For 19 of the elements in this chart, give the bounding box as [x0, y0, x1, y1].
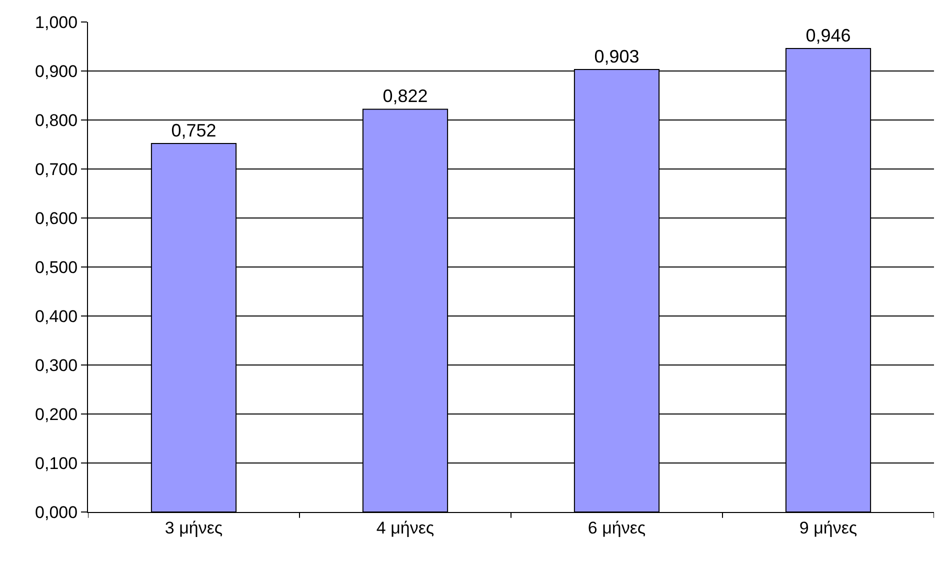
x-tick-label: 6 μήνες: [588, 518, 646, 538]
y-tick-label: 0,500: [35, 258, 78, 277]
y-tick-label: 1,000: [35, 12, 78, 32]
y-tick-label: 0,200: [35, 404, 78, 424]
y-tick-label: 0,800: [35, 110, 78, 130]
x-tick-label: 3 μήνες: [164, 518, 223, 538]
y-tick-label: 0,100: [35, 454, 78, 473]
data-label: 0,752: [171, 120, 216, 141]
y-tick-label: 0,600: [35, 208, 78, 228]
y-tick-label: 0,900: [35, 62, 78, 81]
x-tick-label: 9 μήνες: [799, 518, 858, 538]
data-label: 0,903: [594, 46, 640, 67]
y-tick-label: 0,000: [35, 502, 78, 522]
data-label: 0,946: [806, 25, 851, 46]
y-tick-label: 0,300: [35, 356, 78, 375]
y-tick-label: 0,700: [35, 160, 78, 179]
y-tick-label: 0,400: [35, 306, 78, 326]
x-tick-label: 4 μήνες: [376, 518, 434, 538]
data-label: 0,822: [382, 86, 428, 106]
